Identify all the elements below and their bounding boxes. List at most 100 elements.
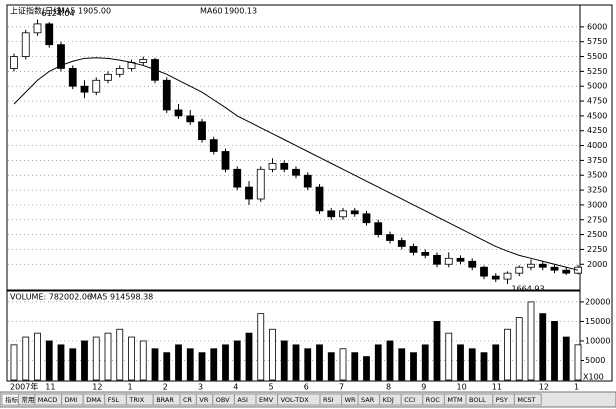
price-label: 1664.93	[512, 285, 545, 294]
x-tick-label: 1	[574, 383, 579, 392]
y-tick-label: 6000	[587, 22, 607, 31]
tab-label[interactable]: OBV	[216, 396, 230, 404]
candle-body	[562, 269, 571, 274]
candle-body	[174, 109, 183, 117]
candle-body	[433, 254, 441, 265]
tab-label[interactable]: CCI	[404, 396, 415, 404]
candle-body	[527, 263, 535, 268]
volume-bar	[69, 348, 77, 381]
x-tick-label: 1	[128, 383, 133, 392]
tab-label[interactable]: RSI	[323, 396, 334, 404]
candle-body	[574, 266, 582, 274]
tab-label[interactable]: DMA	[86, 396, 102, 404]
tab-label[interactable]: BRAR	[156, 396, 174, 404]
volume-bar	[304, 348, 312, 381]
volume-bar	[222, 344, 229, 381]
volume-bar	[175, 344, 182, 381]
tab-label[interactable]: CR	[183, 396, 193, 404]
candle-body	[268, 162, 277, 170]
tab-label[interactable]: DMI	[65, 396, 78, 404]
candle-body	[33, 23, 42, 34]
tab[interactable]	[513, 393, 542, 406]
volume-bar	[339, 348, 347, 381]
x-tick-label: 2	[163, 383, 168, 392]
indicator-value: 914598.38	[110, 293, 153, 302]
x-tick-label: 7	[339, 383, 344, 392]
candle-body	[397, 240, 406, 247]
tab-label[interactable]: KDJ	[383, 396, 394, 404]
volume-bar	[139, 340, 147, 381]
candle-body	[538, 263, 547, 268]
tab-label[interactable]: MTM	[447, 396, 462, 404]
candle-body	[10, 56, 18, 69]
y-tick-label: 3000	[587, 200, 607, 209]
tab-label[interactable]: ROC	[426, 396, 441, 404]
tab-label[interactable]: FSL	[108, 396, 120, 404]
tab-label[interactable]: ASI	[237, 396, 248, 404]
tab-label[interactable]: EMV	[259, 396, 274, 404]
candle-body	[80, 85, 89, 93]
candle-body	[503, 272, 512, 280]
volume-bar	[116, 328, 124, 381]
volume-bar	[468, 348, 476, 381]
x-tick-label: 2007年	[10, 382, 38, 392]
volume-bar	[398, 348, 406, 381]
x-tick-label: 8	[386, 383, 391, 392]
x-tick-label: 5	[269, 383, 274, 392]
candle-body	[480, 266, 488, 277]
candle-body	[491, 275, 500, 280]
candle-body	[233, 168, 242, 188]
x-tick-label: 4	[233, 383, 238, 392]
volume-bar	[245, 332, 253, 381]
tab-label[interactable]: MACD	[38, 396, 57, 404]
tab-label[interactable]: BOLL	[469, 396, 486, 404]
volume-bar	[374, 344, 382, 381]
candle-body	[515, 266, 524, 274]
y-tick-label: 5750	[587, 37, 607, 46]
tab-label[interactable]: SAR	[361, 396, 375, 404]
indicator-name: MA5	[90, 293, 107, 302]
indicator-value: 1905.00	[78, 7, 111, 16]
volume-bar	[515, 317, 523, 381]
tab-label[interactable]: WR	[345, 396, 356, 404]
volume-bar	[445, 332, 453, 381]
tab-label[interactable]: 指标	[5, 395, 19, 404]
candle-body	[256, 168, 265, 200]
volume-title: VOLUME: 782002.06	[10, 293, 92, 302]
candle-body	[456, 257, 465, 262]
tab-label[interactable]: MCST	[517, 396, 535, 404]
y-tick-label: 15000	[585, 317, 610, 326]
y-tick-label: 3250	[587, 186, 607, 195]
candle-body	[374, 222, 383, 235]
candle-body	[303, 174, 312, 188]
tab-label[interactable]: 常用	[21, 395, 34, 404]
x-tick-label: 3	[198, 383, 203, 392]
volume-bar	[92, 336, 100, 381]
y-tick-label: 10000	[585, 336, 610, 345]
volume-bar	[327, 352, 335, 381]
y-tick-label: 5250	[587, 67, 607, 76]
volume-bar	[104, 332, 112, 381]
volume-bar	[574, 344, 582, 381]
tab-label[interactable]: VR	[199, 396, 208, 404]
chart-title: 上证指数(日线)	[10, 6, 64, 16]
candle-body	[362, 213, 371, 224]
volume-bar	[186, 348, 194, 381]
volume-bar	[551, 321, 558, 381]
indicator-name: MA5	[58, 7, 75, 16]
tab-label[interactable]: PSY	[496, 396, 508, 404]
candle-body	[92, 79, 101, 93]
y-tick-label: 2000	[587, 260, 607, 269]
volume-bar	[163, 352, 171, 381]
candle-body	[315, 186, 324, 212]
y-tick-label: 2250	[587, 245, 607, 254]
axis-panel	[579, 4, 613, 382]
volume-bar	[57, 344, 65, 381]
volume-bar	[539, 313, 547, 381]
volume-bar	[480, 352, 488, 381]
candle-body	[292, 168, 300, 176]
tab-label[interactable]: VOL-TDX	[281, 396, 310, 404]
tab-label[interactable]: TRIX	[128, 396, 144, 404]
